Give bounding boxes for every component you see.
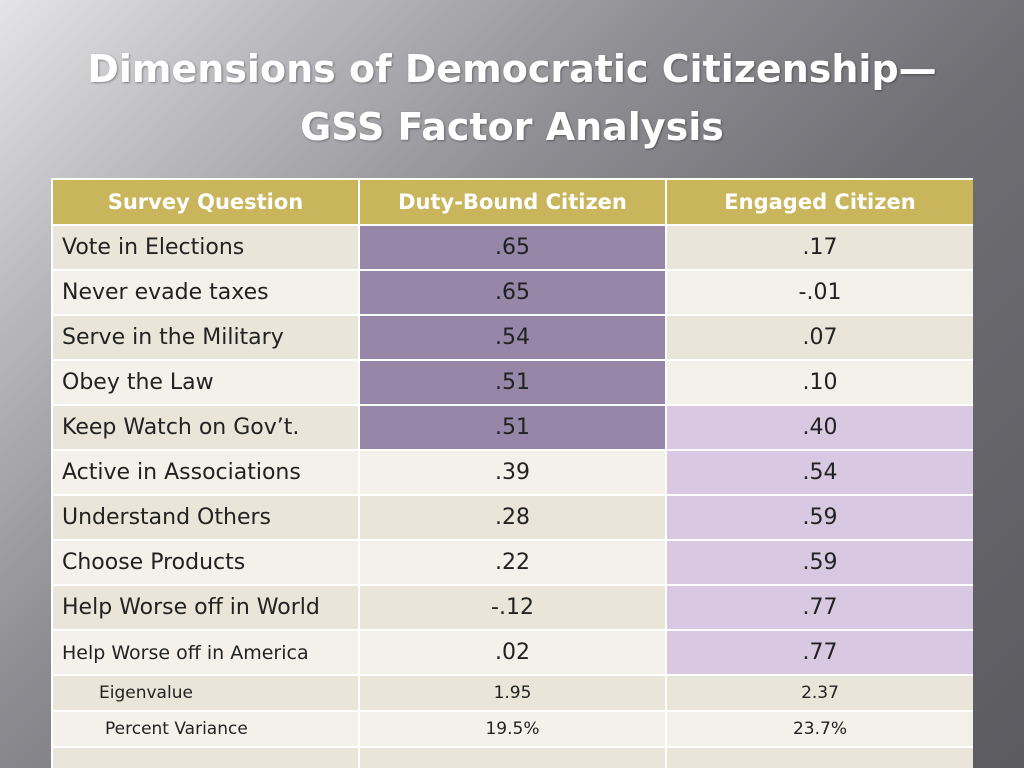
question-cell: Vote in Elections [51,224,360,271]
table-row: Keep Watch on Gov’t. .51 .40 [51,404,973,451]
duty-loading-cell: .39 [358,449,667,496]
empty-cell [358,746,667,768]
duty-loading-cell: .51 [358,404,667,451]
table-header-row: Survey Question Duty-Bound Citizen Engag… [51,178,973,226]
question-cell: Keep Watch on Gov’t. [51,404,360,451]
question-cell: Choose Products [51,539,360,586]
table-row: Active in Associations .39 .54 [51,449,973,496]
table-row: Help Worse off in America .02 .77 [51,629,973,676]
factor-table: Survey Question Duty-Bound Citizen Engag… [51,178,973,768]
engaged-loading-cell: .77 [665,629,973,676]
engaged-loading-cell: .59 [665,539,973,586]
duty-loading-cell: .51 [358,359,667,406]
engaged-loading-cell: .40 [665,404,973,451]
eigenvalue-engaged: 2.37 [665,674,973,712]
question-cell: Never evade taxes [51,269,360,316]
engaged-loading-cell: .17 [665,224,973,271]
duty-loading-cell: .28 [358,494,667,541]
duty-loading-cell: .02 [358,629,667,676]
table-row: Vote in Elections .65 .17 [51,224,973,271]
engaged-loading-cell: .07 [665,314,973,361]
table-row: Serve in the Military .54 .07 [51,314,973,361]
duty-loading-cell: -.12 [358,584,667,631]
duty-loading-cell: .65 [358,224,667,271]
question-cell: Serve in the Military [51,314,360,361]
engaged-loading-cell: .77 [665,584,973,631]
empty-cell [51,746,360,768]
engaged-loading-cell: .59 [665,494,973,541]
question-cell: Help Worse off in World [51,584,360,631]
question-cell: Understand Others [51,494,360,541]
table-row: Never evade taxes .65 -.01 [51,269,973,316]
question-cell: Obey the Law [51,359,360,406]
engaged-loading-cell: .10 [665,359,973,406]
factor-table-container: Survey Question Duty-Bound Citizen Engag… [51,178,973,768]
duty-loading-cell: .65 [358,269,667,316]
table-row: Choose Products .22 .59 [51,539,973,586]
percent-variance-row: Percent Variance 19.5% 23.7% [51,710,973,748]
percent-variance-label: Percent Variance [51,710,360,748]
eigenvalue-label: Eigenvalue [51,674,360,712]
slide-title-line2: GSS Factor Analysis [300,105,724,149]
duty-loading-cell: .54 [358,314,667,361]
engaged-loading-cell: -.01 [665,269,973,316]
table-row: Obey the Law .51 .10 [51,359,973,406]
engaged-loading-cell: .54 [665,449,973,496]
question-cell: Help Worse off in America [51,629,360,676]
percent-variance-engaged: 23.7% [665,710,973,748]
empty-row [51,746,973,768]
header-duty-bound-citizen: Duty-Bound Citizen [358,178,667,226]
slide-title: Dimensions of Democratic Citizenship— GS… [0,40,1024,156]
header-survey-question: Survey Question [51,178,360,226]
eigenvalue-row: Eigenvalue 1.95 2.37 [51,674,973,712]
percent-variance-duty: 19.5% [358,710,667,748]
header-engaged-citizen: Engaged Citizen [665,178,973,226]
table-row: Understand Others .28 .59 [51,494,973,541]
eigenvalue-duty: 1.95 [358,674,667,712]
table-row: Help Worse off in World -.12 .77 [51,584,973,631]
slide-title-line1: Dimensions of Democratic Citizenship— [87,47,937,91]
question-cell: Active in Associations [51,449,360,496]
duty-loading-cell: .22 [358,539,667,586]
empty-cell [665,746,973,768]
